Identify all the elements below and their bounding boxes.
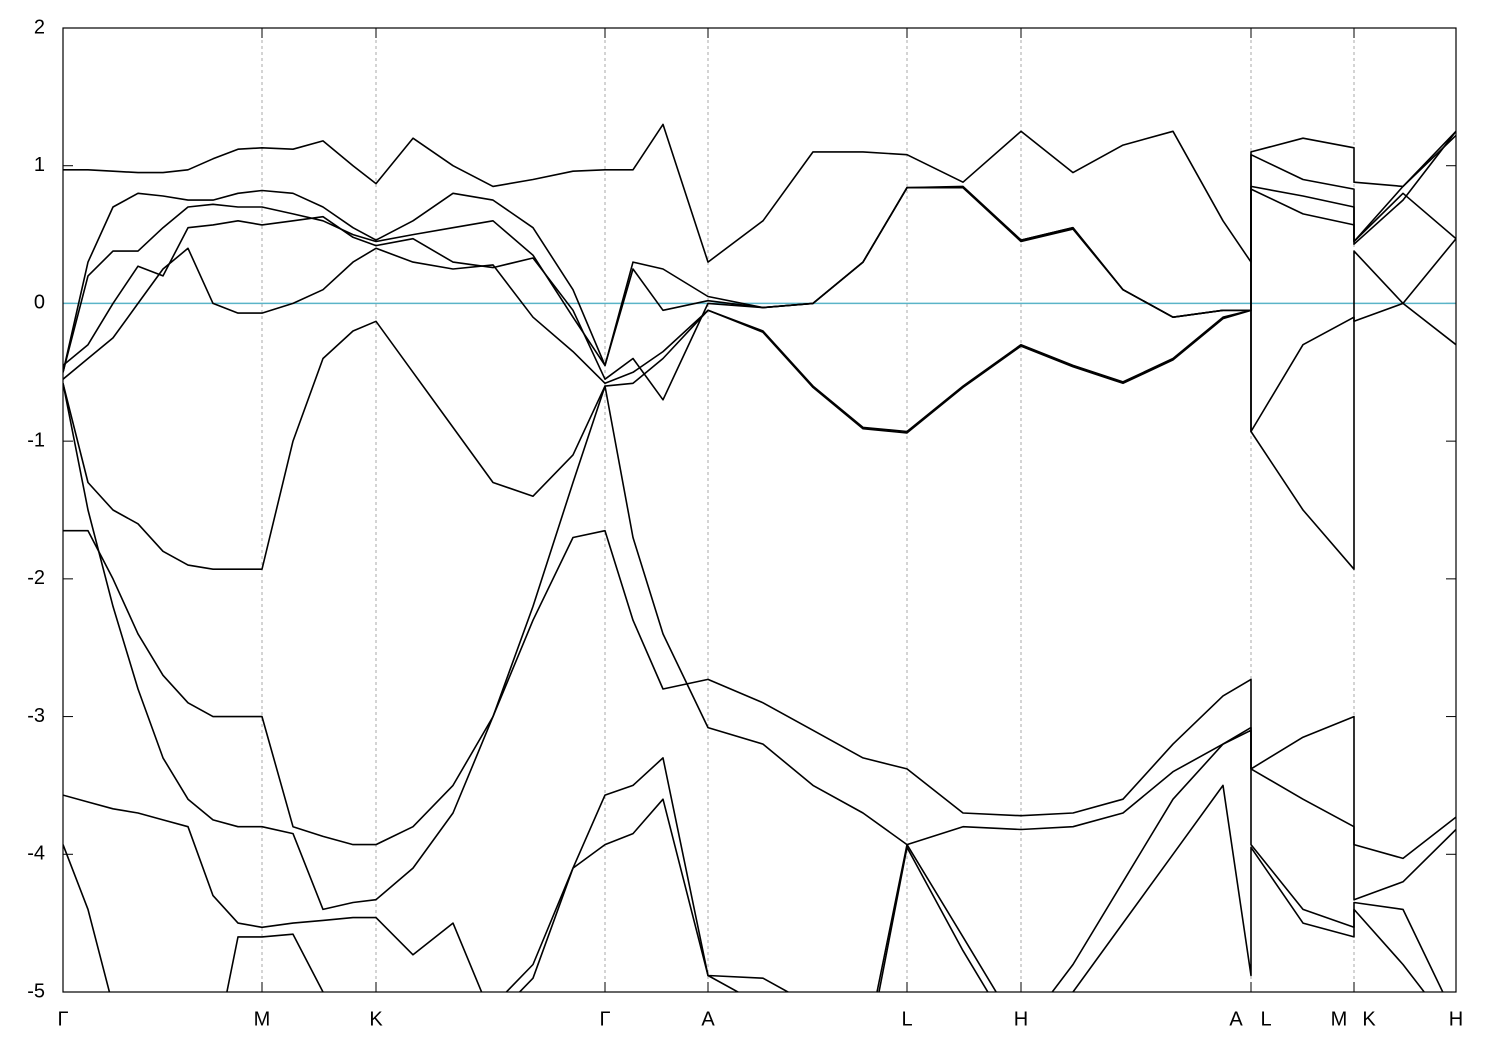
- plot-frame: [62, 27, 1457, 993]
- bands: [63, 123, 1456, 992]
- y-tick-label: -3: [27, 705, 45, 727]
- x-tick-label: K: [1362, 1008, 1376, 1030]
- x-tick-label: H: [1014, 1008, 1028, 1030]
- x-tick-label: H: [1449, 1008, 1463, 1030]
- y-tick-label: -4: [27, 843, 45, 865]
- band-line: [63, 250, 1456, 570]
- x-tick-label: M: [254, 1008, 271, 1030]
- y-tick-label: -1: [27, 429, 45, 451]
- x-tick-label: L: [901, 1008, 912, 1030]
- band-line: [63, 784, 1426, 992]
- y-tick-label: 2: [34, 16, 45, 38]
- y-tick-label: 1: [34, 154, 45, 176]
- band-line: [63, 383, 1456, 911]
- x-tick-label: Γ: [599, 1008, 610, 1030]
- x-tick-label: K: [369, 1008, 383, 1030]
- x-tick-label: M: [1331, 1008, 1348, 1030]
- band-line: [63, 729, 1444, 992]
- band-line: [63, 134, 1456, 401]
- x-tick-label: A: [701, 1008, 715, 1030]
- band-line: [63, 529, 1456, 860]
- x-tick-label: A: [1229, 1008, 1243, 1030]
- x-tick-label: Γ: [57, 1008, 68, 1030]
- y-tick-label: -5: [27, 980, 45, 1002]
- y-tick-label: 0: [34, 292, 45, 314]
- band-line: [63, 123, 1456, 263]
- x-tick-label: L: [1260, 1008, 1271, 1030]
- y-tick-label: -2: [27, 567, 45, 589]
